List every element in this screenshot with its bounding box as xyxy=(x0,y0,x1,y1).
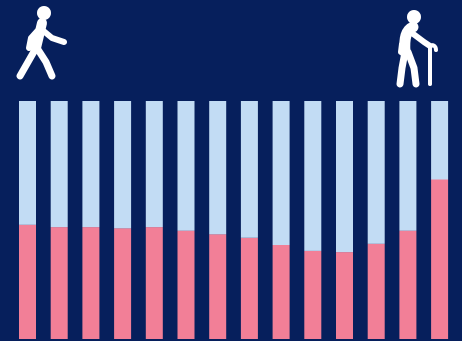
bar-top-segment-6 xyxy=(177,101,195,231)
bar-bottom-segment-9 xyxy=(272,245,290,339)
bar-top-segment-11 xyxy=(336,101,353,253)
bar-top-segment-7 xyxy=(209,101,227,235)
bar-top-segment-2 xyxy=(50,101,68,228)
bar-bottom-segment-2 xyxy=(50,227,68,339)
bar-bottom-segment-12 xyxy=(367,243,385,339)
bar-bottom-segment-3 xyxy=(82,227,100,339)
bar-top-segment-13 xyxy=(399,101,417,231)
walking-person-icon xyxy=(16,6,67,80)
bar-top-segment-4 xyxy=(114,101,132,229)
bar-top-segment-10 xyxy=(304,101,322,251)
bar-top-segment-14 xyxy=(431,101,449,180)
elderly-person-with-cane-icon xyxy=(396,10,438,88)
bar-top-segment-3 xyxy=(82,101,100,228)
bar-bottom-segment-7 xyxy=(209,234,227,339)
bar-bottom-segment-4 xyxy=(114,228,132,339)
bar-bottom-segment-11 xyxy=(336,252,353,339)
bar-top-segment-5 xyxy=(145,101,163,228)
bar-bottom-segment-8 xyxy=(240,237,258,339)
bar-bottom-segment-10 xyxy=(304,250,322,339)
bar-top-segment-9 xyxy=(272,101,290,245)
bar-bottom-segment-1 xyxy=(19,224,36,339)
bar-bottom-segment-14 xyxy=(431,179,449,339)
bar-top-segment-12 xyxy=(367,101,385,244)
bar-bottom-segment-13 xyxy=(399,230,417,339)
bar-bottom-segment-6 xyxy=(177,230,195,339)
bar-bottom-segment-5 xyxy=(145,227,163,339)
bar-top-segment-1 xyxy=(19,101,36,225)
bar-top-segment-8 xyxy=(240,101,258,238)
